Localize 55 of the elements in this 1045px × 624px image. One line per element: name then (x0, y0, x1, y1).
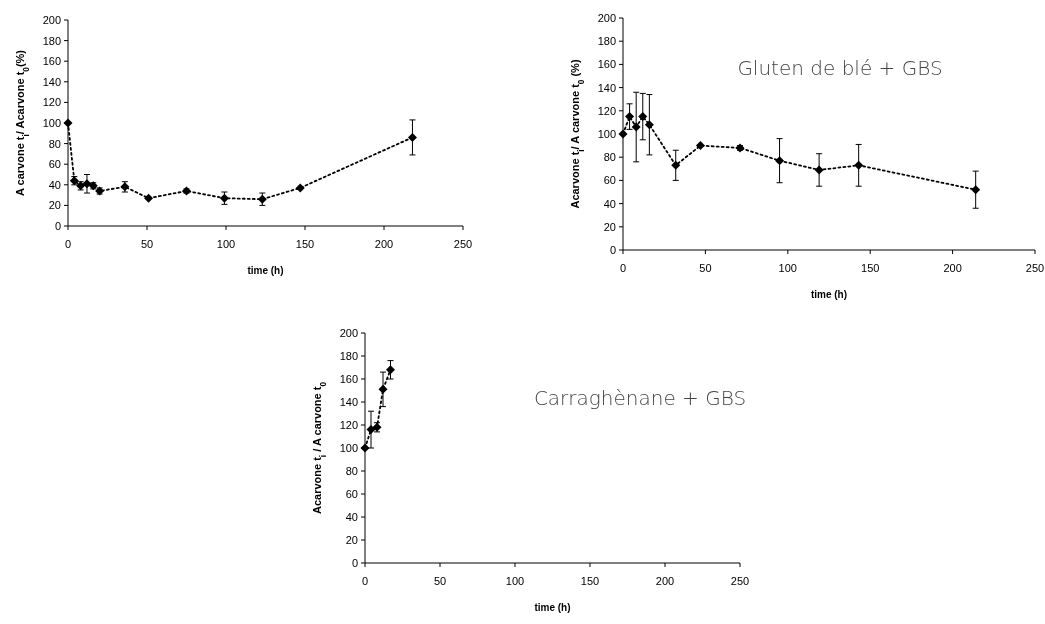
y-tick-label: 20 (345, 534, 358, 546)
y-tick-label: 100 (597, 128, 616, 140)
y-tick-label: 20 (603, 220, 616, 233)
y-tick-label: 80 (603, 151, 616, 164)
y-tick-label: 100 (42, 117, 61, 129)
y-tick-label: 100 (339, 442, 358, 454)
x-tick-label: 100 (505, 575, 525, 587)
x-tick-label: 50 (140, 238, 154, 250)
y-tick-label: 160 (42, 55, 61, 68)
x-tick-label: 0 (619, 262, 627, 274)
y-tick-label: 60 (603, 174, 616, 187)
x-tick-label: 50 (699, 262, 712, 274)
y-tick-label: 60 (345, 488, 358, 500)
x-tick-label: 250 (453, 238, 473, 250)
annotation: Gluten de blé + GBS (737, 56, 943, 80)
x-tick-label: 200 (943, 262, 962, 274)
y-tick-label: 180 (42, 34, 61, 47)
annotation: Carraghènane + GBS (533, 386, 747, 410)
y-tick-label: 180 (597, 35, 616, 48)
y-tick-label: 120 (42, 96, 61, 109)
x-axis-title: time (h) (810, 289, 848, 300)
x-tick-label: 100 (216, 238, 236, 250)
y-tick-label: 140 (339, 396, 358, 408)
y-tick-label: 20 (48, 199, 61, 212)
y-tick-label: 200 (339, 327, 358, 339)
y-tick-label: 200 (42, 14, 61, 26)
x-tick-label: 250 (1025, 262, 1045, 274)
y-tick-label: 180 (339, 350, 358, 362)
x-tick-label: 150 (295, 238, 315, 250)
y-tick-label: 40 (603, 197, 616, 210)
y-tick-label: 80 (48, 137, 61, 150)
x-axis-title: time (h) (534, 602, 571, 613)
y-tick-label: 120 (339, 419, 358, 431)
y-tick-label: 0 (54, 220, 61, 232)
y-tick-label: 40 (48, 178, 61, 191)
x-tick-label: 150 (580, 575, 600, 587)
y-tick-label: 40 (345, 511, 358, 523)
y-tick-label: 140 (597, 81, 616, 94)
y-tick-label: 60 (48, 158, 61, 171)
y-tick-label: 120 (597, 104, 616, 117)
y-tick-label: 80 (345, 465, 358, 477)
x-tick-label: 200 (374, 238, 394, 250)
x-tick-label: 0 (361, 575, 369, 587)
y-tick-label: 200 (597, 12, 616, 24)
x-tick-label: 50 (433, 575, 447, 587)
x-tick-label: 100 (778, 262, 797, 274)
y-tick-label: 140 (42, 75, 61, 88)
y-tick-label: 160 (339, 373, 358, 385)
x-axis-title: time (h) (247, 265, 284, 276)
y-tick-label: 160 (597, 58, 616, 71)
x-tick-label: 150 (861, 262, 880, 274)
x-tick-label: 250 (730, 575, 750, 587)
x-tick-label: 0 (64, 238, 72, 250)
x-tick-label: 200 (655, 575, 675, 587)
y-tick-label: 0 (351, 557, 358, 569)
